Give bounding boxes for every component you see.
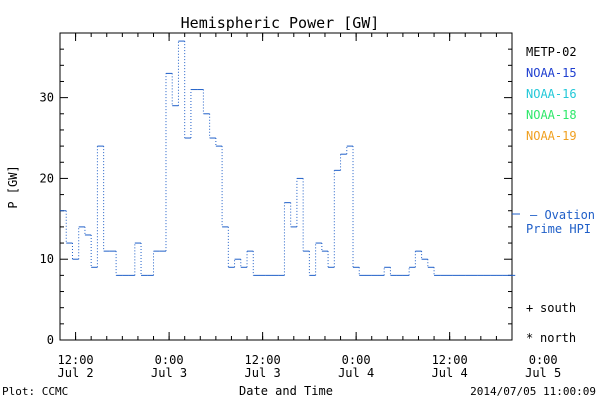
x-tick-label-date: Jul 4 xyxy=(338,366,374,380)
x-tick-label-time: 12:00 xyxy=(58,353,94,367)
x-tick-label-date: Jul 2 xyxy=(58,366,94,380)
x-tick-label-date: Jul 4 xyxy=(432,366,468,380)
chart-title: Hemispheric Power [GW] xyxy=(181,14,380,32)
ovation-label-line2: Prime HPI xyxy=(526,222,591,236)
legend-entry: METP-02 xyxy=(526,45,577,59)
series-layer xyxy=(60,40,516,276)
y-tick-label: 20 xyxy=(40,171,54,185)
legend-entry: NOAA-18 xyxy=(526,108,577,122)
legend-entry: NOAA-16 xyxy=(526,87,577,101)
x-axis-label: Date and Time xyxy=(239,384,333,398)
x-tick-label-time: 0:00 xyxy=(155,353,184,367)
plot-frame xyxy=(59,32,513,341)
y-tick-label: 30 xyxy=(40,91,54,105)
y-axis-label: P [GW] xyxy=(6,165,20,208)
footer-plot-source: Plot: CCMC xyxy=(2,385,68,398)
legend-entry: NOAA-19 xyxy=(526,129,577,143)
marker-north-symbol: * xyxy=(526,331,533,345)
x-tick-label-date: Jul 3 xyxy=(245,366,281,380)
legend-entry: NOAA-15 xyxy=(526,66,577,80)
x-tick-label-time: 0:00 xyxy=(529,353,558,367)
x-tick-label-date: Jul 3 xyxy=(151,366,187,380)
x-tick-label-date: Jul 5 xyxy=(525,366,561,380)
marker-south-symbol: + xyxy=(526,301,533,315)
legend: METP-02 NOAA-15 NOAA-16 NOAA-18 NOAA-19 xyxy=(526,45,577,143)
y-axis-ticks: 0 10 20 30 xyxy=(40,32,512,347)
y-tick-label: 0 xyxy=(47,333,54,347)
x-tick-label-time: 12:00 xyxy=(245,353,281,367)
ovation-label-line1: – Ovation xyxy=(530,208,595,222)
footer-timestamp: 2014/07/05 11:00:09 xyxy=(470,385,596,398)
marker-south-label: south xyxy=(540,301,576,315)
marker-north-label: north xyxy=(540,331,576,345)
x-tick-label-time: 12:00 xyxy=(432,353,468,367)
x-tick-label-time: 0:00 xyxy=(342,353,371,367)
y-tick-label: 10 xyxy=(40,252,54,266)
